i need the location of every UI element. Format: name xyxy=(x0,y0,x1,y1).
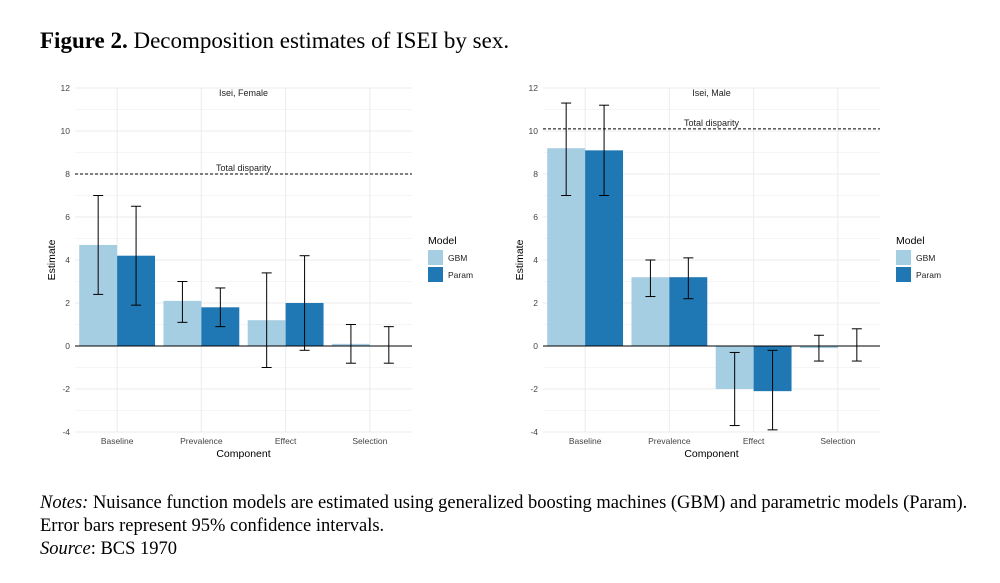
panel-title: Isei, Female xyxy=(219,88,268,98)
source-label: Source xyxy=(40,539,91,559)
figure-title: Figure 2. Decomposition estimates of ISE… xyxy=(40,28,509,54)
legend-title: Model xyxy=(428,235,457,247)
y-tick-label: -4 xyxy=(62,427,70,437)
y-tick-label: 12 xyxy=(529,83,539,93)
y-tick-label: -2 xyxy=(530,384,538,394)
y-tick-label: 6 xyxy=(65,212,70,222)
legend-label-param: Param xyxy=(448,270,473,280)
notes-label: Notes: xyxy=(40,493,89,513)
total-disparity-label: Total disparity xyxy=(684,118,740,128)
x-tick-label: Selection xyxy=(352,436,387,446)
source-text: : BCS 1970 xyxy=(90,539,178,559)
y-tick-label: 8 xyxy=(65,169,70,179)
y-tick-label: 10 xyxy=(61,126,71,136)
legend-swatch-gbm xyxy=(896,250,911,265)
y-tick-label: 10 xyxy=(529,126,539,136)
legend-swatch-param xyxy=(896,267,911,282)
legend-title: Model xyxy=(896,235,925,247)
y-tick-label: 0 xyxy=(65,341,70,351)
notes-line: Notes: Nuisance function models are esti… xyxy=(40,492,990,538)
notes-text: Nuisance function models are estimated u… xyxy=(40,493,968,536)
x-tick-label: Selection xyxy=(820,436,855,446)
panel-title: Isei, Male xyxy=(692,88,731,98)
y-tick-label: 0 xyxy=(533,341,538,351)
y-tick-label: 2 xyxy=(65,298,70,308)
y-tick-label: 4 xyxy=(533,255,538,265)
y-tick-label: 6 xyxy=(533,212,538,222)
x-tick-label: Effect xyxy=(275,436,297,446)
legend-swatch-gbm xyxy=(428,250,443,265)
y-tick-label: 12 xyxy=(61,83,71,93)
total-disparity-label: Total disparity xyxy=(216,163,272,173)
y-axis-title: Estimate xyxy=(514,239,526,280)
legend-swatch-param xyxy=(428,267,443,282)
y-axis-title: Estimate xyxy=(46,239,58,280)
y-tick-label: -4 xyxy=(530,427,538,437)
legend-label-gbm: GBM xyxy=(916,253,935,263)
legend-label-gbm: GBM xyxy=(448,253,467,263)
chart-male: Total disparity Isei, Male -4 -2 0 2 4 6 8 10 12 Ba… xyxy=(514,83,941,460)
figure-caption: Decomposition estimates of ISEI by sex. xyxy=(133,28,510,53)
figure-label: Figure 2. xyxy=(40,28,128,53)
y-tick-label: 2 xyxy=(533,298,538,308)
source-line: Source: BCS 1970 xyxy=(40,538,990,561)
y-tick-label: 8 xyxy=(533,169,538,179)
x-tick-label: Baseline xyxy=(101,436,134,446)
y-tick-label: 4 xyxy=(65,255,70,265)
x-axis-title: Component xyxy=(216,448,270,460)
x-tick-label: Effect xyxy=(743,436,765,446)
x-tick-label: Baseline xyxy=(569,436,602,446)
chart-female: Total disparity Isei, Female -4 -2 0 2 4 6 8 10 12… xyxy=(46,83,473,460)
x-tick-label: Prevalence xyxy=(648,436,691,446)
x-tick-label: Prevalence xyxy=(180,436,223,446)
y-tick-label: -2 xyxy=(62,384,70,394)
x-axis-title: Component xyxy=(684,448,738,460)
legend-label-param: Param xyxy=(916,270,941,280)
figure-notes: Notes: Nuisance function models are esti… xyxy=(40,492,990,561)
